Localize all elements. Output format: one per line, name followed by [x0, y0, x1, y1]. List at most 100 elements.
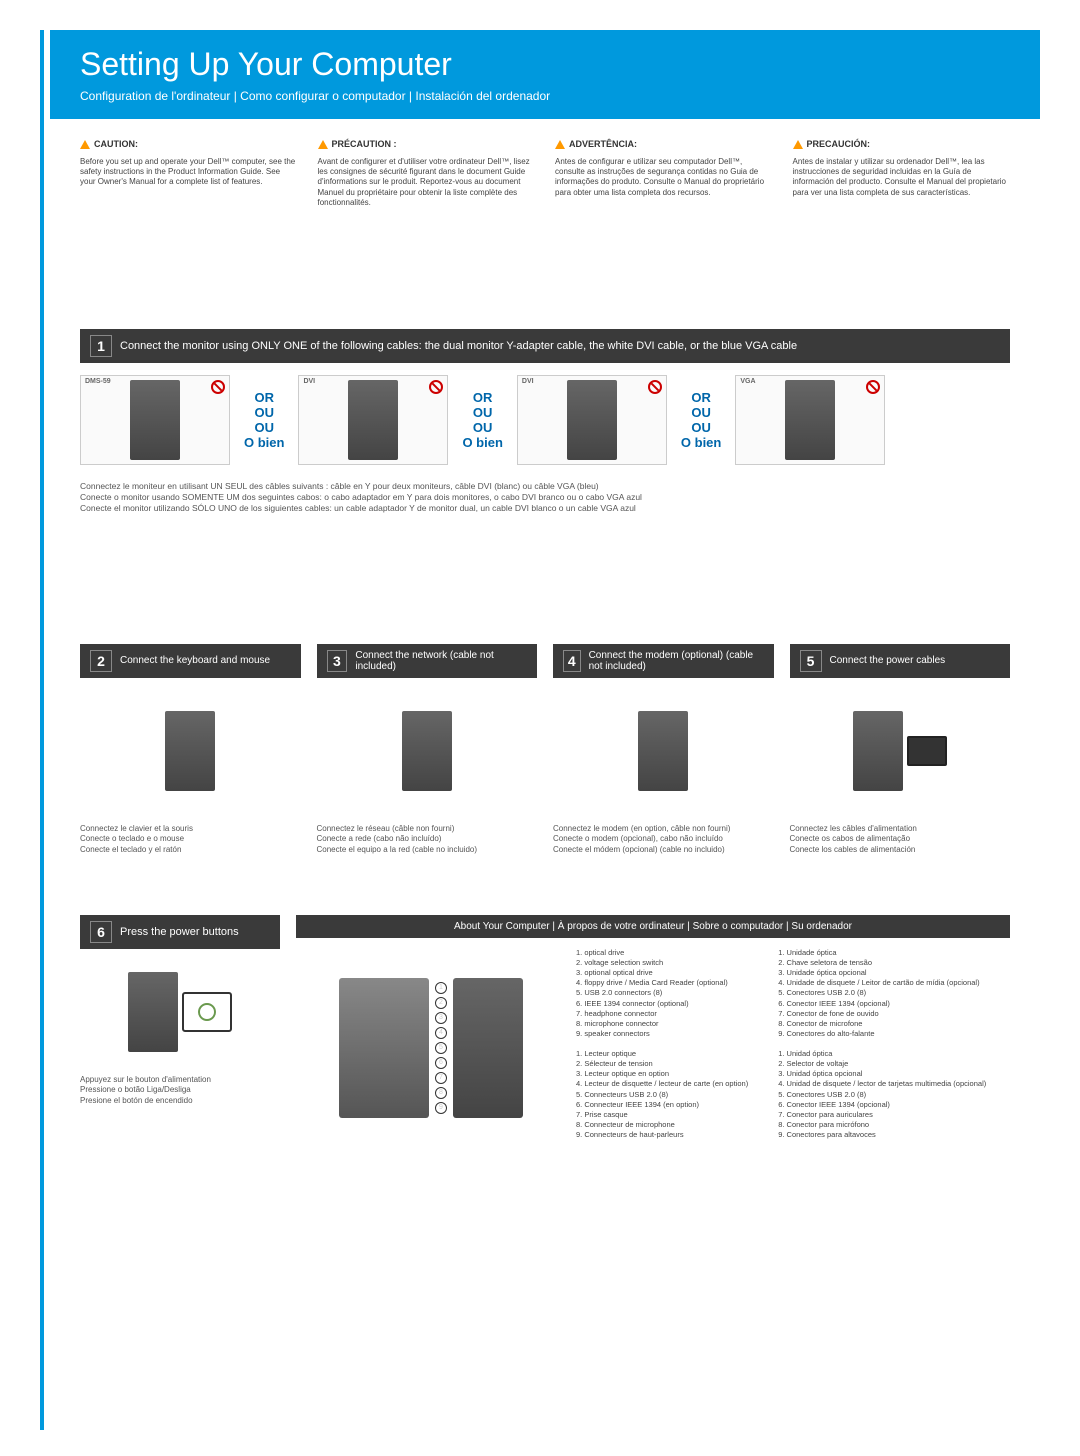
caution-title: PRECAUCIÓN: — [807, 139, 871, 151]
prohibit-icon — [866, 380, 880, 394]
about-list-item: 4. floppy drive / Media Card Reader (opt… — [576, 978, 748, 988]
step-number: 1 — [90, 335, 112, 357]
cautions-row: CAUTION: Before you set up and operate y… — [50, 119, 1040, 229]
translation-fr: Connectez le réseau (câble non fourni) — [317, 824, 538, 834]
translation-pt: Conecte os cabos de alimentação — [790, 834, 1011, 844]
about-list-item: 2. Chave seletora de tensão — [778, 958, 986, 968]
about-list-pt: 1. Unidade óptica2. Chave seletora de te… — [778, 948, 986, 1039]
about-list-item: 5. USB 2.0 connectors (8) — [576, 988, 748, 998]
about-list-item: 1. Unidad óptica — [778, 1049, 986, 1059]
cable-vga-image: VGA — [735, 375, 885, 465]
about-list-item: 4. Lecteur de disquette / lecteur de car… — [576, 1079, 748, 1089]
about-list-item: 3. optional optical drive — [576, 968, 748, 978]
translation-pt: Conecte o modem (opcional), cabo não inc… — [553, 834, 774, 844]
step2-image — [80, 686, 301, 816]
prohibit-icon — [211, 380, 225, 394]
translation-fr: Connectez le moniteur en utilisant UN SE… — [80, 481, 1010, 492]
cable-label: DVI — [522, 378, 534, 385]
about-list-es: 1. Unidad óptica2. Selector de voltaje3.… — [778, 1049, 986, 1140]
about-list-en: 1. optical drive2. voltage selection swi… — [576, 948, 748, 1039]
step-number: 2 — [90, 650, 112, 672]
about-list-item: 9. speaker connectors — [576, 1029, 748, 1039]
or-separator: OROUOUO bien — [673, 375, 729, 465]
caution-en: CAUTION: Before you set up and operate y… — [80, 139, 298, 209]
step1-text: Connect the monitor using ONLY ONE of th… — [120, 340, 797, 352]
caution-body: Avant de configurer et d'utiliser votre … — [318, 157, 536, 209]
step-number: 6 — [90, 921, 112, 943]
cable-dvi2-image: DVI — [517, 375, 667, 465]
caution-title: CAUTION: — [94, 139, 138, 151]
prohibit-icon — [648, 380, 662, 394]
caution-pt: ADVERTÊNCIA: Antes de configurar e utili… — [555, 139, 773, 209]
caution-title: PRÉCAUTION : — [332, 139, 397, 151]
about-list-item: 3. Lecteur optique en option — [576, 1069, 748, 1079]
caution-body: Antes de configurar e utilizar seu compu… — [555, 157, 773, 199]
translation-fr: Appuyez sur le bouton d'alimentation — [80, 1075, 280, 1085]
about-list-item: 5. Connecteurs USB 2.0 (8) — [576, 1090, 748, 1100]
about-list-item: 7. Prise casque — [576, 1110, 748, 1120]
bottom-section: 6 Press the power buttons Appuyez sur le … — [50, 865, 1040, 1160]
step5-image — [790, 686, 1011, 816]
caution-es: PRECAUCIÓN: Antes de instalar y utilizar… — [793, 139, 1011, 209]
about-section: About Your Computer | À propos de votre … — [296, 915, 1010, 1150]
about-list-item: 9. Conectores para altavoces — [778, 1130, 986, 1140]
translation-pt: Conecte o monitor usando SOMENTE UM dos … — [80, 492, 1010, 503]
about-list-item: 8. Conector para micrófono — [778, 1120, 986, 1130]
step-number: 5 — [800, 650, 822, 672]
cable-dms59-image: DMS-59 — [80, 375, 230, 465]
translation-es: Presione el botón de encendido — [80, 1096, 280, 1106]
step4: 4Connect the modem (optional) (cable not… — [553, 644, 774, 855]
about-list-fr: 1. Lecteur optique2. Sélecteur de tensio… — [576, 1049, 748, 1140]
prohibit-icon — [429, 380, 443, 394]
blue-sidebar — [40, 30, 44, 1430]
step1-bar: 1 Connect the monitor using ONLY ONE of … — [80, 329, 1010, 363]
warning-icon — [793, 140, 803, 149]
step6-image — [80, 957, 280, 1067]
translation-es: Conecte el teclado y el ratón — [80, 845, 301, 855]
about-list-item: 9. Connecteurs de haut-parleurs — [576, 1130, 748, 1140]
or-separator: OROUOUO bien — [454, 375, 510, 465]
about-list-item: 1. optical drive — [576, 948, 748, 958]
caution-title: ADVERTÊNCIA: — [569, 139, 637, 151]
cable-options: DMS-59 OROUOUO bien DVI OROUOUO bien DVI… — [50, 363, 1040, 477]
caution-body: Before you set up and operate your Dell™… — [80, 157, 298, 188]
or-separator: OROUOUO bien — [236, 375, 292, 465]
step5: 5 Connect the power cables Connectez les … — [790, 644, 1011, 855]
translation-fr: Connectez le modem (en option, câble non… — [553, 824, 774, 834]
cable-label: VGA — [740, 378, 755, 385]
about-list-item: 6. Connecteur IEEE 1394 (en option) — [576, 1100, 748, 1110]
about-list-item: 8. microphone connector — [576, 1019, 748, 1029]
about-list-item: 7. Conector para auriculares — [778, 1110, 986, 1120]
translation-fr: Connectez les câbles d'alimentation — [790, 824, 1011, 834]
about-list-item: 5. Conectores USB 2.0 (8) — [778, 988, 986, 998]
translation-es: Conecte los cables de alimentación — [790, 845, 1011, 855]
steps-2-5: 2 Connect the keyboard and mouse Connecte… — [50, 614, 1040, 865]
about-list-item: 8. Connecteur de microphone — [576, 1120, 748, 1130]
step-title: Press the power buttons — [120, 926, 239, 938]
step1-translations: Connectez le moniteur en utilisant UN SE… — [50, 477, 1040, 534]
about-list-item: 2. voltage selection switch — [576, 958, 748, 968]
warning-icon — [555, 140, 565, 149]
about-list-item: 4. Unidade de disquete / Leitor de cartã… — [778, 978, 986, 988]
about-list-item: 9. Conectores do alto-falante — [778, 1029, 986, 1039]
translation-pt: Conecte a rede (cabo não incluído) — [317, 834, 538, 844]
about-title: About Your Computer | À propos de votre … — [296, 915, 1010, 938]
step-title: Connect the keyboard and mouse — [120, 655, 270, 666]
about-list-item: 2. Sélecteur de tension — [576, 1059, 748, 1069]
step-title: Connect the network (cable not included) — [355, 650, 527, 672]
about-list-item: 8. Conector de microfone — [778, 1019, 986, 1029]
step-title: Connect the modem (optional) (cable not … — [589, 650, 764, 672]
about-list-item: 2. Selector de voltaje — [778, 1059, 986, 1069]
cable-dvi-image: DVI — [298, 375, 448, 465]
caution-fr: PRÉCAUTION : Avant de configurer et d'ut… — [318, 139, 536, 209]
cable-label: DVI — [303, 378, 315, 385]
about-lists: 1. optical drive2. voltage selection swi… — [576, 948, 986, 1150]
translation-pt: Conecte o teclado e o mouse — [80, 834, 301, 844]
about-list-item: 6. IEEE 1394 connector (optional) — [576, 999, 748, 1009]
translation-es: Conecte el equipo a la red (cable no inc… — [317, 845, 538, 855]
step-number: 3 — [327, 650, 348, 672]
about-list-item: 3. Unidade óptica opcional — [778, 968, 986, 978]
step-title: Connect the power cables — [830, 655, 946, 666]
warning-icon — [80, 140, 90, 149]
about-list-item: 7. Conector de fone de ouvido — [778, 1009, 986, 1019]
